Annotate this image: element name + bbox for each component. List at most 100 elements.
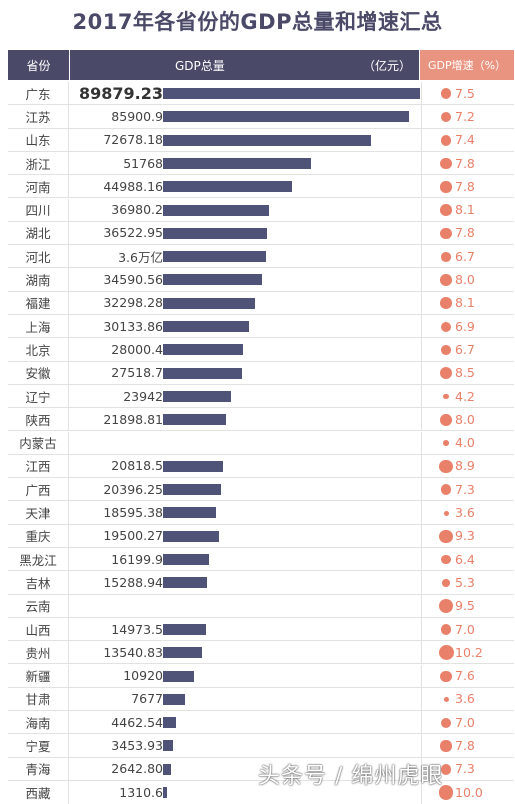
rate-cell: 7.6: [421, 664, 514, 687]
rate-dot: [441, 345, 451, 355]
province-label: 浙江: [8, 151, 69, 175]
rate-dot: [442, 579, 450, 587]
province-label: 新疆: [8, 664, 69, 687]
gdp-bar: [163, 414, 226, 426]
rate-value-label: 10.2: [455, 644, 483, 660]
gdp-value-label: 14973.5: [111, 621, 163, 637]
table-row: 上海 30133.86 6.9: [8, 315, 514, 339]
rate-dot: [441, 321, 451, 332]
rate-dot: [439, 599, 453, 614]
province-label: 青海: [8, 757, 69, 780]
rate-cell: 7.0: [421, 711, 514, 734]
rate-value-label: 7.6: [455, 668, 475, 684]
table-row: 广东 89879.23 7.5: [8, 82, 514, 106]
rate-dot: [440, 740, 452, 752]
rate-cell: 10.0: [421, 781, 514, 804]
rate-dot: [439, 529, 453, 544]
gdp-bar: [163, 740, 173, 752]
rate-cell: 8.0: [421, 268, 514, 291]
rate-dot: [438, 645, 454, 661]
gdp-bar: [163, 344, 244, 356]
gdp-value-label: 16199.9: [111, 551, 163, 567]
header-province: 省份: [8, 50, 69, 80]
gdp-value-label: 85900.9: [111, 108, 163, 124]
province-label: 广西: [8, 478, 69, 501]
table-row: 山东 72678.18 7.4: [8, 128, 514, 152]
rate-dot: [440, 157, 452, 170]
rate-dot: [439, 459, 453, 473]
rate-dot: [443, 440, 449, 446]
rate-cell: 4.2: [421, 384, 514, 408]
rate-cell: 7.3: [421, 478, 514, 501]
rate-value-label: 7.4: [455, 132, 475, 148]
gdp-value-label: 20818.5: [111, 458, 163, 474]
gdp-value-label: 2642.80: [111, 761, 163, 777]
gdp-bar: [163, 111, 409, 123]
gdp-value-label: 32298.28: [103, 295, 163, 311]
gdp-value-label: 34590.56: [103, 272, 163, 288]
table-row: 安徽 27518.7 8.5: [8, 361, 514, 385]
rate-cell: 6.7: [421, 245, 514, 268]
gdp-value-label: 36522.95: [103, 225, 163, 241]
rate-dot: [438, 785, 454, 800]
rate-dot: [440, 134, 452, 146]
gdp-bar: [163, 134, 371, 146]
gdp-bar: [163, 181, 292, 193]
rate-dot: [440, 624, 452, 635]
header-rate-label: GDP增速（%）: [427, 59, 507, 72]
rate-cell: 7.0: [421, 617, 514, 641]
rate-dot: [443, 393, 449, 400]
table-row: 福建 32298.28 8.1: [8, 291, 514, 315]
rate-cell: 8.5: [421, 361, 514, 384]
rate-dot: [440, 227, 452, 240]
gdp-value-label: 89879.23: [78, 83, 163, 103]
table-row: 宁夏 3453.93 7.8: [8, 734, 514, 758]
gdp-bar: [163, 507, 217, 519]
rate-dot: [440, 297, 452, 310]
province-label: 贵州: [8, 641, 69, 664]
gdp-bar: [163, 670, 195, 682]
gdp-value-label: 28000.4: [111, 341, 163, 357]
province-label: 北京: [8, 338, 69, 361]
rate-value-label: 7.0: [455, 714, 475, 730]
province-label: 陕西: [8, 408, 69, 431]
gdp-bar: [163, 647, 202, 659]
province-label: 山西: [8, 617, 69, 641]
rate-cell: 7.8: [421, 221, 514, 245]
table-row: 山西 14973.5 7.0: [8, 617, 514, 642]
rate-cell: 7.8: [421, 734, 514, 757]
gdp-value-label: [70, 595, 163, 617]
rate-value-label: 8.9: [455, 458, 475, 474]
rate-cell: 8.1: [421, 198, 514, 221]
table-row: 青海 2642.80 7.3: [8, 757, 514, 781]
province-label: 海南: [8, 711, 69, 734]
gdp-value-label: 21898.81: [103, 411, 163, 427]
province-label: 吉林: [8, 571, 69, 594]
gdp-bar: [163, 577, 207, 589]
rate-cell: 6.4: [421, 548, 514, 571]
table-row: 新疆 10920 7.6: [8, 664, 514, 688]
rate-value-label: 7.3: [455, 481, 475, 497]
rate-value-label: 3.6: [455, 691, 475, 707]
rate-dot: [440, 88, 452, 100]
rate-value-label: 6.9: [455, 318, 475, 334]
gdp-bar: [163, 390, 232, 402]
gdp-value-label: 13540.83: [103, 644, 163, 660]
rate-dot: [441, 251, 451, 262]
province-label: 西藏: [8, 781, 69, 804]
rate-value-label: 9.5: [455, 598, 475, 614]
rate-cell: 9.5: [421, 594, 514, 617]
province-label: 黑龙江: [8, 548, 69, 571]
rate-dot: [440, 484, 452, 496]
rate-cell: 7.4: [421, 128, 514, 151]
rate-cell: 4.0: [421, 431, 514, 454]
table-row: 河南 44988.16 7.8: [8, 175, 514, 199]
gdp-value-label: 30133.86: [103, 318, 163, 334]
province-label: 甘肃: [8, 687, 69, 711]
rate-dot: [443, 696, 449, 702]
gdp-bar: [163, 274, 262, 286]
gdp-value-label: 18595.38: [103, 505, 163, 521]
gdp-bar: [163, 717, 176, 729]
watermark: 头条号 / 绵州虎眼: [258, 764, 444, 789]
rate-dot: [440, 204, 452, 217]
